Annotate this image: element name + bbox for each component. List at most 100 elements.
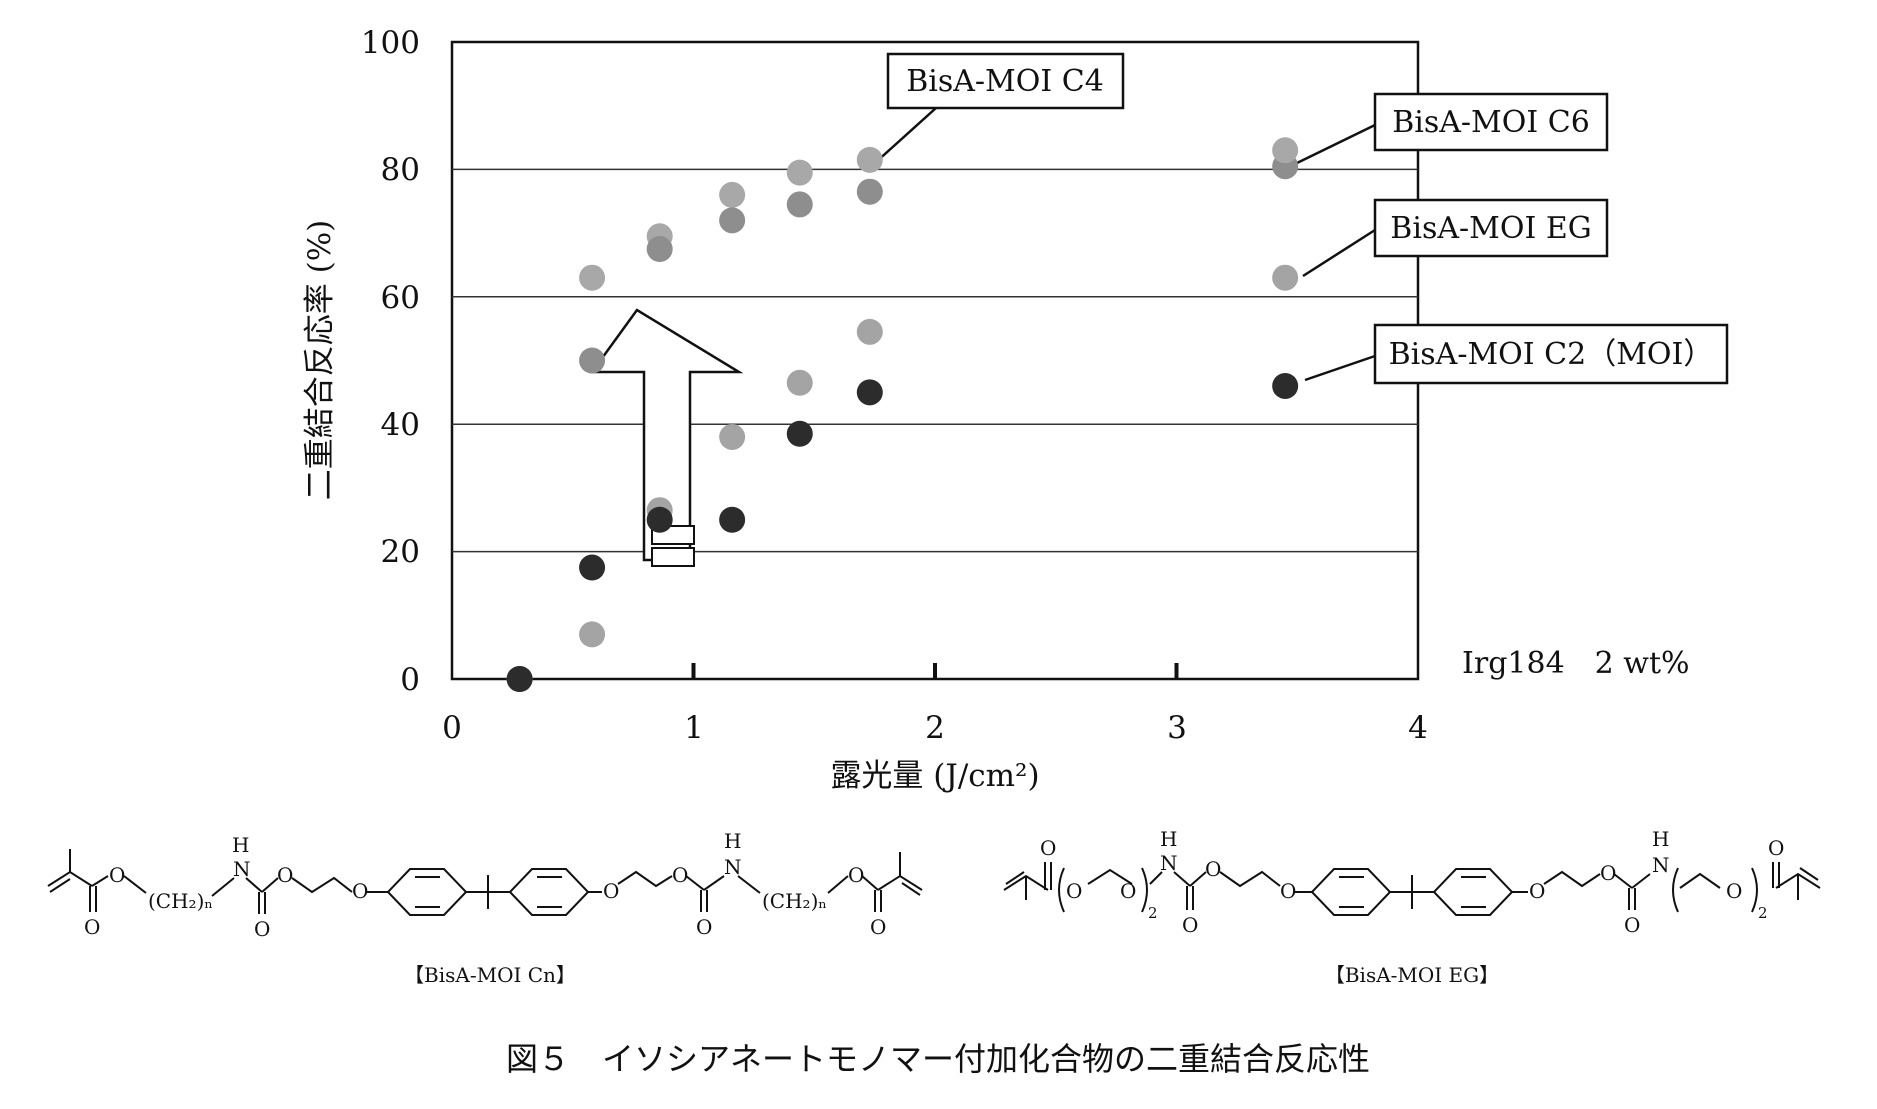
cn-c-o-left bbox=[261, 877, 279, 893]
cn-o-carbonyl-right: O bbox=[870, 915, 886, 939]
cn-vinyl-double-right bbox=[901, 882, 921, 896]
eg-to-n-left bbox=[1149, 871, 1163, 885]
eg-o-ether-c: O bbox=[1726, 879, 1742, 903]
eg-o-carbonyl-left: O bbox=[1040, 836, 1056, 860]
structure-bisa-moi-eg-labels: O O O 2 H N O O O O O O H N O 2 O 【BisA-… bbox=[1040, 827, 1784, 987]
data-point-s3-p4 bbox=[786, 420, 813, 447]
data-point-s4-p0 bbox=[1272, 137, 1299, 164]
structure-bisa-moi-cn-labels: O O (CH₂)ₙ H N O O O O O O H N (CH₂)ₙ O … bbox=[84, 829, 886, 987]
eg-ethoxy-mid-right bbox=[1543, 870, 1601, 888]
eg-n-left: N bbox=[1160, 851, 1178, 875]
y-tick-labels: 100 80 60 40 20 0 bbox=[361, 25, 420, 698]
cn-o-ch2-left bbox=[123, 875, 147, 894]
eg-c-o-left bbox=[1189, 871, 1207, 887]
x-axis-title: 露光量 (J/cm²) bbox=[830, 758, 1039, 794]
cn-n-left: N bbox=[233, 857, 251, 881]
data-point-s0-p4 bbox=[786, 159, 813, 186]
callout-c2-box bbox=[1373, 323, 1729, 385]
cn-n-c-left bbox=[245, 877, 263, 893]
eg-n-right: N bbox=[1652, 853, 1670, 877]
cn-o-urethane-ester-left: O bbox=[277, 863, 293, 887]
cn-n-ch2-right bbox=[737, 875, 761, 894]
cn-ethoxy-left bbox=[291, 876, 353, 894]
callout-leaders bbox=[874, 107, 1376, 382]
cn-ester-bond bbox=[91, 875, 109, 887]
cn-phenyl-2 bbox=[508, 868, 590, 916]
eg-paren-open-right bbox=[1672, 867, 1679, 913]
cn-o-ester-right: O bbox=[848, 863, 864, 887]
cn-h-left: H bbox=[232, 833, 249, 857]
y-tick-label-40: 40 bbox=[381, 407, 420, 443]
eg-o-urethane-left: O bbox=[1182, 913, 1198, 937]
data-point-s2-p4 bbox=[786, 369, 813, 396]
arrow-base-box-lower bbox=[651, 547, 695, 567]
cn-ch2-o-right bbox=[827, 875, 849, 894]
eg-paren-close-left bbox=[1141, 867, 1148, 913]
cn-structure-caption: 【BisA-MOI Cn】 bbox=[404, 963, 576, 987]
cn-o-urethane-ester-right: O bbox=[672, 863, 688, 887]
data-point-s3-p6 bbox=[1272, 372, 1299, 399]
eg-o-urethane-right: O bbox=[1624, 913, 1640, 937]
data-point-s1-p4 bbox=[786, 191, 813, 218]
cn-vinyl-double bbox=[49, 878, 71, 893]
cn-c-n-right bbox=[703, 875, 725, 891]
eg-vinyl-double-right bbox=[1799, 867, 1819, 881]
cn-o-urethane-left: O bbox=[254, 917, 270, 941]
x-tick-labels: 0 1 2 3 4 bbox=[442, 710, 1428, 746]
structure-bisa-moi-cn bbox=[47, 849, 923, 916]
eg-o-ether-left: O bbox=[1280, 879, 1296, 903]
eg-h-left: H bbox=[1160, 827, 1177, 851]
eg-o-urethane-ester-left: O bbox=[1205, 857, 1221, 881]
structure-bisa-moi-eg bbox=[1003, 862, 1821, 916]
cn-o-ether-right: O bbox=[603, 879, 619, 903]
callout-c6: BisA-MOI C6 bbox=[1373, 92, 1609, 152]
data-point-s0-p5 bbox=[856, 146, 883, 173]
eg-sub2-right: 2 bbox=[1758, 904, 1768, 922]
eg-o-urethane-ester-right: O bbox=[1600, 861, 1616, 885]
cn-o-carbonyl-left: O bbox=[84, 915, 100, 939]
initiator-note: Irg184 2 wt% bbox=[1462, 646, 1690, 681]
eg-o-ether-b: O bbox=[1120, 879, 1136, 903]
eg-o-ether-right: O bbox=[1529, 879, 1545, 903]
cn-o-c-right bbox=[685, 875, 705, 891]
cn-ch2-n-left bbox=[211, 877, 235, 897]
x-tick-marks bbox=[691, 663, 1179, 679]
data-point-s3-p3 bbox=[719, 506, 746, 533]
eg-vinyl-double-left bbox=[1005, 871, 1025, 885]
data-point-s3-p2 bbox=[646, 506, 673, 533]
data-point-s2-p3 bbox=[719, 423, 746, 450]
data-point-s0-p1 bbox=[579, 264, 606, 291]
figure-caption: 図５ イソシアネートモノマー付加化合物の二重結合反応性 bbox=[506, 1040, 1370, 1078]
eg-o-carbonyl-right: O bbox=[1768, 836, 1784, 860]
x-tick-label-3: 3 bbox=[1167, 710, 1187, 746]
eg-phenyl-2 bbox=[1432, 868, 1514, 916]
x-tick-label-0: 0 bbox=[442, 710, 462, 746]
data-point-s1-p5 bbox=[856, 178, 883, 205]
data-point-s1-p3 bbox=[719, 207, 746, 234]
callout-c4-box bbox=[886, 52, 1125, 110]
data-point-s0-p3 bbox=[719, 181, 746, 208]
data-point-s2-p6 bbox=[1272, 264, 1299, 291]
eg-ethoxy-right bbox=[1679, 872, 1721, 889]
eg-c-n-right bbox=[1631, 873, 1651, 889]
leader-eg bbox=[1302, 228, 1376, 278]
cn-o-urethane-right: O bbox=[696, 915, 712, 939]
cn-h-right: H bbox=[724, 829, 741, 853]
cn-ethoxy-right bbox=[617, 870, 673, 888]
callout-c4-label: BisA-MOI C4 bbox=[906, 64, 1104, 99]
y-tick-label-0: 0 bbox=[400, 662, 420, 698]
callout-eg-box bbox=[1373, 198, 1609, 258]
data-point-s3-p1 bbox=[579, 554, 606, 581]
cn-phenyl-1 bbox=[386, 868, 468, 916]
data-point-s2-p5 bbox=[856, 318, 883, 345]
cn-ch2n-right: (CH₂)ₙ bbox=[762, 889, 827, 913]
eg-h-right: H bbox=[1652, 827, 1669, 851]
callout-c2-label: BisA-MOI C2（MOI） bbox=[1389, 337, 1714, 372]
eg-sub2-left: 2 bbox=[1148, 904, 1158, 922]
data-point-s1-p1 bbox=[579, 347, 606, 374]
x-tick-label-1: 1 bbox=[684, 710, 704, 746]
data-point-s3-p0 bbox=[506, 666, 533, 692]
eg-paren-close-right bbox=[1751, 867, 1758, 913]
